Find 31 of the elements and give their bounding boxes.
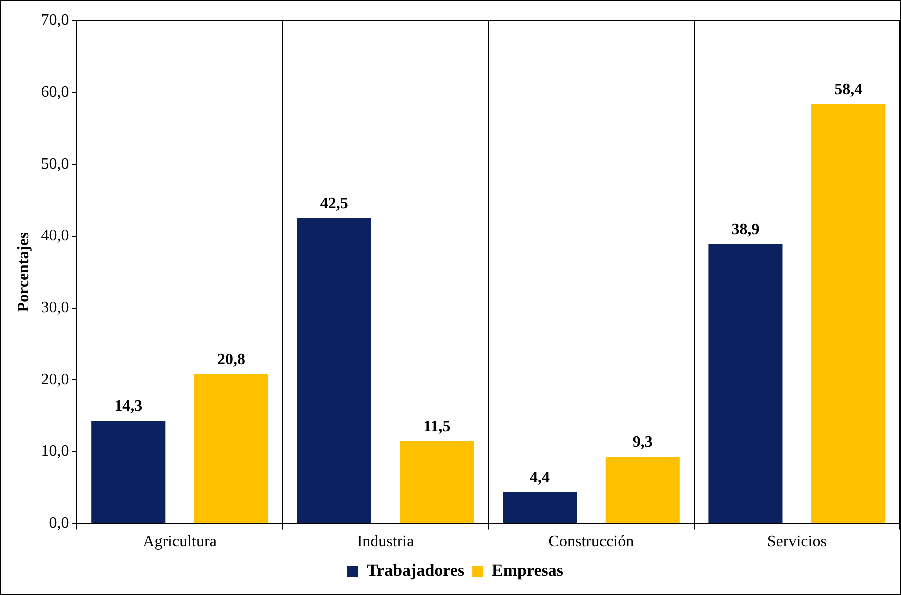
data-label: 20,8: [217, 352, 246, 369]
y-tick-label: 0,0: [49, 515, 70, 532]
legend-label: Trabajadores: [366, 560, 465, 580]
data-label: 58,4: [834, 81, 863, 98]
x-tick-label: Agricultura: [143, 534, 217, 551]
y-tick-label: 50,0: [41, 156, 70, 173]
data-label: 9,3: [632, 434, 653, 452]
data-label: 4,4: [530, 469, 550, 486]
data-label: 14,3: [114, 398, 143, 416]
y-tick-label: 40,0: [41, 228, 70, 245]
x-tick-label: Industria: [357, 534, 414, 551]
data-label: 38,9: [732, 222, 760, 239]
y-tick-label: 70,0: [41, 12, 70, 30]
data-label: 42,5: [320, 196, 348, 213]
data-label: 11,5: [424, 418, 451, 436]
bar: [708, 244, 783, 524]
legend-label: Empresas: [492, 560, 564, 580]
y-tick-label: 10,0: [41, 443, 70, 460]
y-tick-label: 30,0: [41, 300, 70, 317]
bar: [194, 374, 268, 524]
bar: [812, 104, 886, 524]
bar: [400, 441, 474, 524]
y-tick-label: 60,0: [41, 84, 70, 102]
bar: [503, 492, 578, 524]
bar: [92, 421, 166, 524]
bar: [297, 218, 372, 524]
x-tick-label: Construcción: [548, 534, 634, 551]
bar: [606, 457, 680, 524]
y-tick-label: 20,0: [41, 371, 70, 388]
x-tick-label: Servicios: [767, 534, 827, 551]
y-axis-title: Porcentajes: [16, 232, 33, 312]
